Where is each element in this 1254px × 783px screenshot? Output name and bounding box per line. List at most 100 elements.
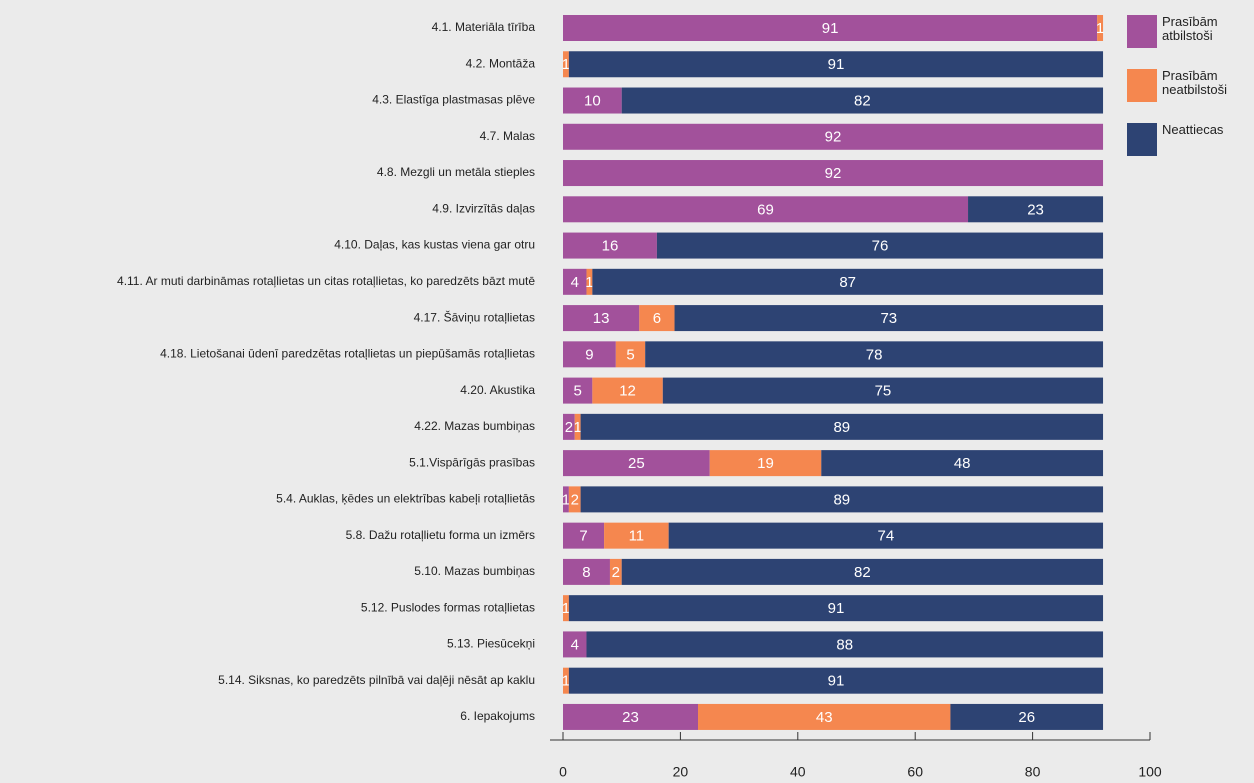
data-label: 10 (584, 92, 601, 109)
bar-segment (656, 232, 1104, 259)
data-label: 1 (562, 673, 570, 690)
data-label: 89 (833, 491, 850, 508)
data-label: 1 (585, 274, 593, 291)
bar-segment (609, 558, 622, 585)
data-label: 75 (875, 383, 892, 400)
data-label: 1 (562, 56, 570, 73)
data-label: 19 (757, 455, 774, 472)
bar-segment (950, 703, 1104, 730)
bar-segment (568, 486, 581, 513)
data-label: 73 (880, 310, 897, 327)
x-tick-label: 60 (907, 764, 923, 780)
data-label: 92 (825, 165, 842, 182)
bar-segment (668, 522, 1104, 549)
category-label: 5.12. Puslodes formas rotaļlietas (361, 600, 535, 614)
category-label: 5.13. Piesūcekņi (447, 637, 535, 651)
legend-swatch (1127, 69, 1157, 102)
bar-segment (968, 196, 1104, 223)
bar-segment (604, 522, 669, 549)
data-label: 13 (593, 310, 610, 327)
bar-segment (563, 595, 569, 622)
data-label: 2 (612, 564, 620, 581)
data-label: 82 (854, 564, 871, 581)
data-label: 23 (1027, 201, 1044, 218)
data-label: 87 (839, 274, 856, 291)
bar-segment (1097, 15, 1104, 41)
bar-segment (592, 377, 663, 404)
data-label: 4 (571, 636, 579, 653)
bar-segment (563, 377, 593, 404)
bar-segment (709, 450, 822, 477)
data-label: 8 (582, 564, 590, 581)
bar-segment (586, 268, 593, 295)
data-label: 2 (571, 491, 579, 508)
data-label: 91 (822, 20, 839, 37)
data-label: 1 (1096, 20, 1104, 37)
bar-segment (563, 486, 569, 513)
category-label: 5.1.Vispārīgās prasības (409, 455, 535, 469)
data-label: 89 (833, 419, 850, 436)
bar-segment (563, 667, 569, 694)
bar-segment (674, 305, 1104, 332)
data-label: 82 (854, 92, 871, 109)
bar-segment (574, 413, 581, 440)
bar-segment (563, 450, 710, 477)
legend-swatch (1127, 15, 1157, 48)
data-label: 74 (878, 528, 895, 545)
category-label: 4.7. Malas (480, 129, 535, 143)
bar-segment (563, 413, 575, 440)
data-label: 78 (866, 346, 883, 363)
x-tick-label: 0 (559, 764, 567, 780)
category-label: 5.4. Auklas, ķēdes un elektrības kabeļi … (276, 492, 535, 506)
data-label: 6 (653, 310, 661, 327)
legend-label: Neattiecas (1162, 122, 1224, 137)
category-label: 5.8. Dažu rotaļlietu forma un izmērs (346, 528, 535, 542)
category-label: 4.22. Mazas bumbiņas (414, 419, 535, 433)
bar-segment (662, 377, 1104, 404)
x-tick-label: 40 (790, 764, 806, 780)
category-label: 6. Iepakojums (460, 709, 535, 723)
bar-segment (698, 703, 951, 730)
bar-segment (621, 87, 1104, 114)
bar-segment (563, 160, 1104, 187)
legend-label: Prasībām atbilstoši (1162, 14, 1218, 43)
bar-segment (568, 51, 1104, 78)
category-label: 4.20. Akustika (460, 383, 535, 397)
data-label: 76 (872, 238, 889, 255)
category-label: 4.17. Šāviņu rotaļlietas (414, 309, 535, 324)
category-label: 4.2. Montāža (466, 56, 536, 70)
bar-segment (563, 15, 1098, 41)
category-label: 5.14. Siksnas, ko paredzēts pilnībā vai … (218, 673, 535, 687)
bar-segment (563, 305, 640, 332)
bar-segment (563, 522, 605, 549)
bar-segment (563, 196, 969, 223)
data-label: 12 (619, 383, 636, 400)
data-label: 4 (571, 274, 579, 291)
x-tick-label: 80 (1025, 764, 1041, 780)
bar-segment (563, 341, 616, 368)
bar-segment (586, 631, 1104, 658)
x-tick-label: 100 (1138, 764, 1162, 780)
bar-segment (821, 450, 1104, 477)
data-label: 1 (562, 491, 570, 508)
bar-segment (592, 268, 1104, 295)
category-label: 4.1. Materiāla tīrība (432, 20, 536, 34)
data-label: 5 (626, 346, 634, 363)
bar-segment (645, 341, 1104, 368)
bar-segment (639, 305, 675, 332)
category-label: 4.3. Elastīga plastmasas plēve (372, 93, 535, 107)
bar-segment (568, 595, 1104, 622)
data-label: 26 (1018, 709, 1035, 726)
legend-swatch (1127, 123, 1157, 156)
category-label: 4.10. Daļas, kas kustas viena gar otru (334, 238, 535, 252)
data-label: 43 (816, 709, 833, 726)
data-label: 1 (574, 419, 582, 436)
data-label: 69 (757, 201, 774, 218)
category-label: 5.10. Mazas bumbiņas (414, 564, 535, 578)
legend-label: Prasībām neatbilstoši (1162, 68, 1228, 97)
bar-segment (580, 413, 1104, 440)
data-label: 23 (622, 709, 639, 726)
category-label: 4.8. Mezgli un metāla stieples (377, 165, 535, 179)
data-label: 5 (574, 383, 582, 400)
